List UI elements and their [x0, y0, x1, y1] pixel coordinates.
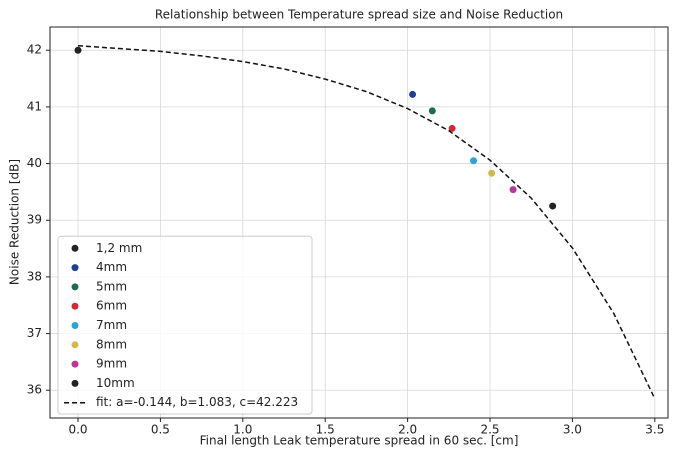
x-tick-label: 0.5	[151, 423, 170, 437]
legend-label: 9mm	[96, 357, 127, 371]
x-tick-label: 3.5	[645, 423, 664, 437]
y-tick-label: 38	[27, 269, 42, 283]
legend-swatch	[71, 341, 79, 349]
point	[488, 169, 496, 177]
legend-label: 6mm	[96, 299, 127, 313]
x-tick-label: 2.0	[398, 423, 417, 437]
y-tick-label: 39	[27, 213, 42, 227]
chart-title: Relationship between Temperature spread …	[155, 8, 563, 22]
point	[549, 202, 557, 210]
y-tick-label: 42	[27, 43, 42, 57]
y-axis-label: Noise Reduction [dB]	[8, 159, 22, 285]
legend-swatch	[71, 379, 79, 387]
x-tick-label: 0.0	[68, 423, 87, 437]
plot-frame	[49, 26, 669, 419]
legend-label: 10mm	[96, 376, 135, 390]
y-tick-label: 36	[27, 383, 42, 397]
point	[509, 186, 517, 194]
point	[74, 46, 82, 54]
x-tick-label: 1.0	[233, 423, 252, 437]
legend-swatch	[71, 322, 79, 329]
legend-label: fit: a=-0.144, b=1.083, c=42.223	[96, 395, 298, 409]
legend-swatch	[71, 302, 79, 310]
legend-swatch	[71, 264, 79, 272]
legend-swatch	[71, 244, 79, 252]
point	[428, 107, 436, 115]
x-axis-label: Final length Leak temperature spread in …	[200, 434, 519, 448]
fit-line	[77, 44, 656, 400]
legend-box	[57, 235, 313, 415]
legend-label: 7mm	[96, 318, 127, 332]
legend-swatch	[71, 360, 79, 368]
legend-label: 4mm	[96, 260, 127, 274]
y-tick-label: 40	[27, 156, 42, 170]
x-tick-label: 2.5	[480, 423, 499, 437]
legend-label: 1,2 mm	[96, 241, 142, 255]
y-tick-label: 37	[27, 326, 42, 340]
point	[448, 124, 456, 132]
x-tick-label: 3.0	[563, 423, 582, 437]
x-tick-label: 1.5	[316, 423, 335, 437]
legend-swatch	[71, 283, 79, 291]
point	[409, 90, 417, 98]
point	[470, 157, 478, 165]
y-tick-label: 41	[27, 99, 42, 113]
legend-label: 8mm	[96, 337, 127, 351]
legend-label: 5mm	[96, 279, 127, 293]
